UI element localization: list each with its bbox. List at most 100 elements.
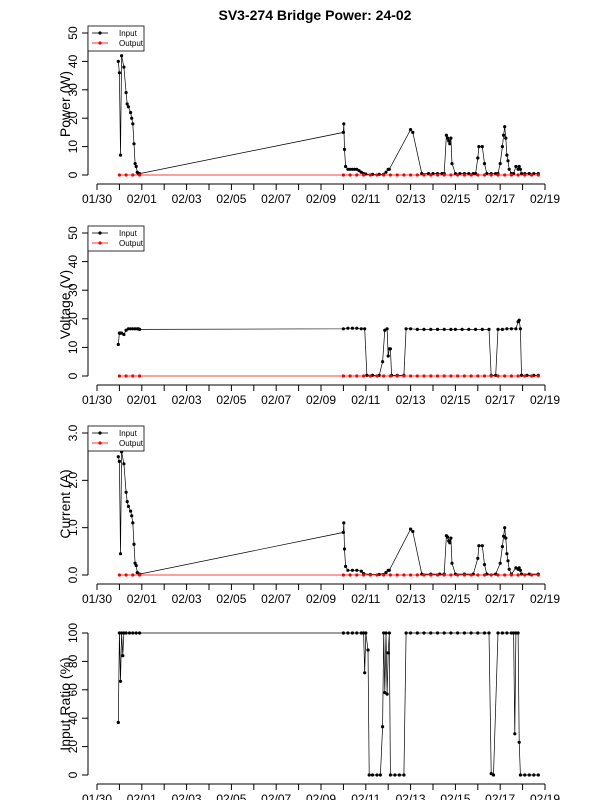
x-tick-label: 02/01 <box>127 393 157 407</box>
data-point-input <box>506 559 510 563</box>
data-point-input <box>462 631 466 635</box>
data-point-input <box>482 631 487 635</box>
x-tick-label: 02/17 <box>485 792 515 800</box>
data-point-input <box>409 327 413 331</box>
data-point-output <box>341 573 345 577</box>
y-tick-label: 30 <box>66 83 80 97</box>
data-point-input <box>449 327 453 331</box>
data-point-input <box>476 631 480 635</box>
data-point-input <box>342 122 346 126</box>
y-tick-label: 60 <box>66 683 80 697</box>
data-point-output <box>429 573 433 577</box>
legend-label-output: Output <box>119 439 144 448</box>
x-tick-label: 01/30 <box>82 393 112 407</box>
data-point-input <box>477 145 481 149</box>
data-point-input <box>509 327 513 331</box>
data-point-input <box>120 331 124 335</box>
data-point-input <box>388 347 392 351</box>
data-point-input <box>442 327 446 331</box>
data-point-input <box>480 544 484 548</box>
data-point-input <box>517 740 521 744</box>
data-point-input <box>367 773 371 777</box>
x-tick-label: 02/13 <box>396 592 426 606</box>
data-point-input <box>482 563 487 567</box>
data-point-input <box>397 773 401 777</box>
data-point-output <box>402 573 406 577</box>
data-point-input <box>132 542 136 546</box>
legend-label-output: Output <box>119 39 144 48</box>
data-point-input <box>122 631 126 635</box>
data-point-output <box>117 173 121 177</box>
data-point-input <box>122 65 126 69</box>
data-point-input <box>480 327 484 331</box>
data-point-input <box>346 326 350 330</box>
data-point-input <box>404 327 408 331</box>
data-point-output <box>402 173 406 177</box>
data-point-input <box>514 327 518 331</box>
panel-1: 0 10 20 30 40 50 Power (W) 01/30 02/01 02/03 02/05… <box>57 25 560 206</box>
data-point-input <box>458 172 462 176</box>
data-point-input <box>504 536 508 540</box>
x-tick-label: 02/19 <box>530 192 560 206</box>
data-point-input <box>500 631 504 635</box>
data-point-input <box>446 535 450 539</box>
data-point-output <box>362 173 366 177</box>
data-point-input <box>118 552 123 556</box>
data-point-input <box>124 490 128 494</box>
x-tick-label: 02/15 <box>440 393 470 407</box>
data-point-output <box>362 573 366 577</box>
data-point-output <box>382 573 386 577</box>
data-point-input <box>364 631 368 635</box>
data-point-input <box>385 692 389 696</box>
data-point-input <box>387 631 391 635</box>
data-point-input <box>518 327 523 331</box>
data-point-input <box>342 547 347 551</box>
data-point-input <box>341 530 345 535</box>
data-point-input <box>487 631 491 635</box>
data-point-output <box>355 173 359 177</box>
data-point-input <box>449 136 453 140</box>
data-point-input <box>516 167 520 171</box>
data-point-input <box>118 153 123 157</box>
data-point-input <box>378 773 382 777</box>
data-point-input <box>429 327 433 331</box>
x-tick-label: 02/03 <box>172 592 202 606</box>
data-point-output <box>402 374 406 378</box>
data-point-output <box>388 374 392 378</box>
data-point-output <box>124 573 128 577</box>
y-tick-label: 0 <box>66 171 80 178</box>
x-tick-label: 02/15 <box>440 192 470 206</box>
data-point-output <box>509 374 513 378</box>
data-point-output <box>442 573 446 577</box>
data-point-input <box>523 773 527 777</box>
data-point-input <box>131 631 135 635</box>
data-point-output <box>523 173 527 177</box>
data-point-input <box>456 631 460 635</box>
data-point-input <box>507 567 511 571</box>
data-point-input <box>467 172 471 176</box>
data-point-output <box>341 173 345 177</box>
legend-label-input: Input <box>119 429 138 438</box>
data-point-input <box>517 318 521 322</box>
legend-swatch-point <box>98 241 102 245</box>
data-point-input <box>126 504 130 508</box>
data-point-input <box>498 561 502 565</box>
data-point-input <box>355 326 359 330</box>
data-point-output <box>117 374 121 378</box>
data-point-input <box>138 631 142 635</box>
data-point-output <box>415 173 419 177</box>
data-point-input <box>130 116 134 120</box>
y-axis-title: Power (W) <box>57 71 73 137</box>
data-point-output <box>442 374 446 378</box>
data-point-input <box>385 327 389 331</box>
y-tick-label: 20 <box>66 312 80 326</box>
data-point-output <box>415 573 419 577</box>
data-point-input <box>384 170 388 174</box>
legend-label-output: Output <box>119 239 144 248</box>
data-point-output <box>131 173 135 177</box>
data-point-input <box>359 631 363 635</box>
data-point-input <box>344 564 348 569</box>
data-point-input <box>346 568 350 572</box>
